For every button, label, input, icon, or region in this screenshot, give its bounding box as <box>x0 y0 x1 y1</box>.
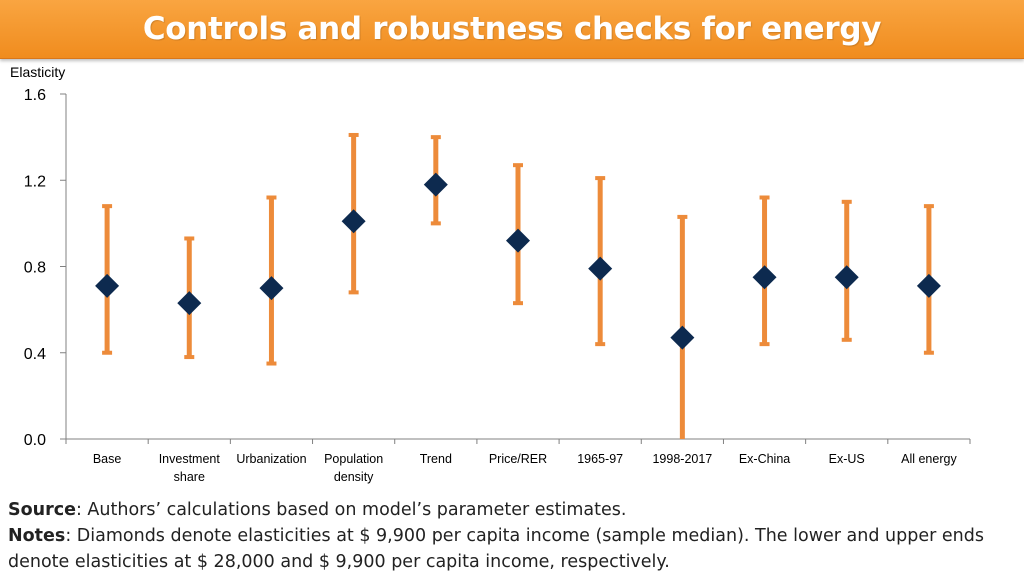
diamond-points <box>95 172 941 350</box>
x-category-label-line: Urbanization <box>236 452 306 466</box>
x-category-label-line: Trend <box>420 452 452 466</box>
page-title: Controls and robustness checks for energ… <box>142 11 882 47</box>
diamond-point <box>177 291 202 316</box>
diamond-point <box>752 265 777 290</box>
diamond-point <box>506 228 530 253</box>
y-tick-label: 0.8 <box>24 260 46 277</box>
x-category-label-line: 1965-97 <box>577 452 623 466</box>
diamond-point <box>916 273 941 298</box>
error-bars <box>102 132 934 439</box>
x-category-label-line: Price/RER <box>489 452 547 466</box>
y-tick-label: 1.6 <box>24 87 46 104</box>
title-banner: Controls and robustness checks for energ… <box>0 0 1024 59</box>
diamond-point <box>588 256 613 281</box>
x-category-label: Price/RER <box>489 452 547 466</box>
x-category-label-line: Ex-China <box>739 452 790 466</box>
source-text: : Authors’ calculations based on model’s… <box>75 500 627 520</box>
diamond-point <box>341 209 366 234</box>
x-category-label-line: All energy <box>901 452 957 466</box>
x-category-label-line: share <box>174 470 205 484</box>
x-category-label-line: Investment <box>159 452 221 466</box>
x-category-label: Urbanization <box>236 452 306 466</box>
diamond-point <box>259 276 284 301</box>
x-category-label: 1965-97 <box>577 452 623 466</box>
x-category-label: 1998-2017 <box>652 452 712 466</box>
notes-line: Notes: Diamonds denote elasticities at $… <box>8 523 1018 575</box>
notes-label: Notes <box>8 526 66 546</box>
x-category-label: Ex-US <box>829 452 865 466</box>
notes-text: : Diamonds denote elasticities at $ 9,90… <box>8 526 984 572</box>
x-category-label-line: Base <box>93 452 122 466</box>
notes-block: Source: Authors’ calculations based on m… <box>8 497 1018 575</box>
x-category-label: All energy <box>901 452 957 466</box>
diamond-point <box>95 273 120 298</box>
x-category-label-line: 1998-2017 <box>652 452 712 466</box>
x-category-label: Investment share <box>159 452 221 484</box>
y-tick-label: 0.4 <box>24 346 46 363</box>
diamond-point <box>834 265 859 290</box>
x-category-label: Trend <box>420 452 452 466</box>
y-tick-label: 0.0 <box>24 432 46 449</box>
x-category-label: Population density <box>324 452 383 484</box>
y-ticks: 0.0 0.4 0.8 1.2 1.6 <box>24 87 66 449</box>
x-category-label-line: Population <box>324 452 383 466</box>
source-line: Source: Authors’ calculations based on m… <box>8 497 1018 523</box>
diamond-point <box>423 172 448 197</box>
diamond-point <box>670 325 695 350</box>
source-label: Source <box>8 500 76 520</box>
y-tick-label: 1.2 <box>24 173 46 190</box>
x-category-label-line: Ex-US <box>829 452 865 466</box>
x-categories: Base Investment share Urbanization Populatio… <box>93 452 958 484</box>
x-category-label: Base <box>93 452 122 466</box>
y-axis-label: Elasticity <box>10 64 65 80</box>
x-category-label-line: density <box>334 470 374 484</box>
x-category-label: Ex-China <box>739 452 790 466</box>
chart: Elasticity 0.0 0.4 0.8 1.2 1.6 Base Investmen… <box>10 64 971 484</box>
